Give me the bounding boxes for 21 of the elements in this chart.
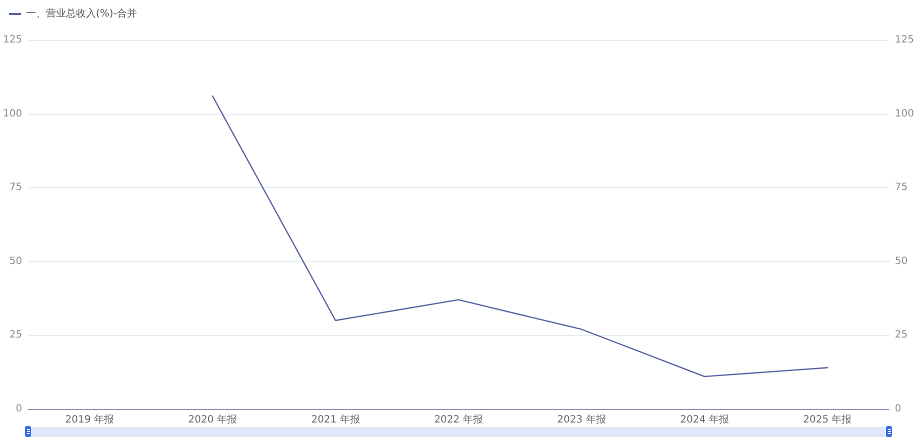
x-tick-label: 2021 年报 (311, 414, 360, 426)
y2-tick-label: 75 (894, 182, 908, 194)
x-tick-label: 2024 年报 (680, 414, 729, 426)
x-tick-label: 2020 年报 (188, 414, 237, 426)
x-tick-label: 2025 年报 (803, 414, 852, 426)
y-tick-label: 125 (2, 34, 22, 46)
legend-label: 一、营业总收入(%)-合并 (26, 8, 137, 20)
y-tick-label: 75 (9, 182, 22, 194)
y2-tick-label: 125 (894, 34, 914, 46)
y2-tick-label: 25 (894, 330, 908, 341)
x-tick-label: 2019 年报 (65, 414, 114, 426)
x-tick-label: 2023 年报 (557, 414, 606, 426)
y-tick-label: 0 (16, 404, 22, 414)
y2-tick-label: 50 (894, 256, 908, 267)
y2-tick-label: 0 (894, 404, 902, 414)
y-tick-label: 100 (2, 108, 22, 120)
line-series (212, 95, 828, 378)
y-tick-label: 25 (9, 330, 22, 341)
y-tick-label: 50 (9, 256, 22, 267)
y2-tick-label: 100 (894, 108, 914, 120)
x-tick-label: 2022 年报 (434, 414, 483, 426)
